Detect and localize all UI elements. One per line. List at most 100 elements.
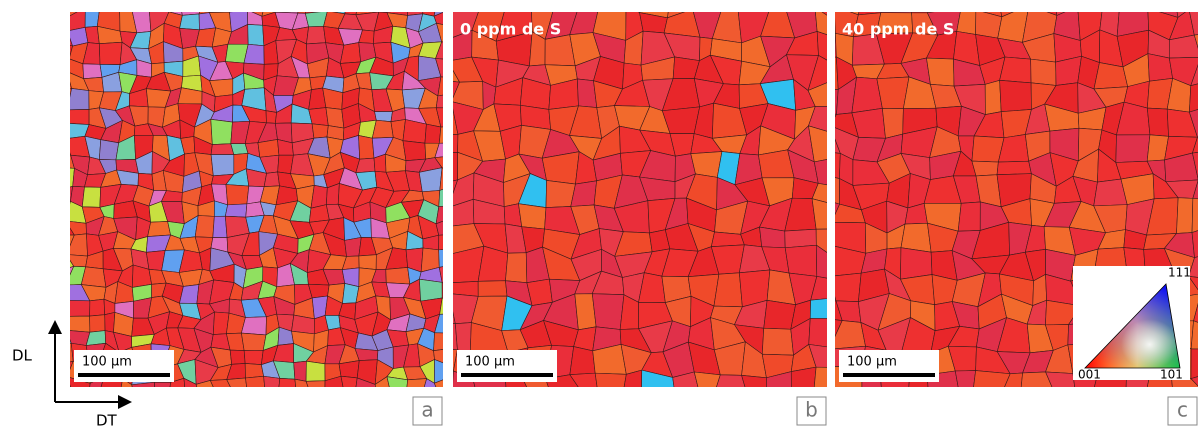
grain (230, 350, 245, 364)
grain (546, 180, 576, 207)
grain (735, 0, 771, 8)
grain (1116, 135, 1150, 163)
grain (419, 168, 442, 192)
grain (260, 395, 280, 415)
grain (309, 108, 329, 126)
panel-label: a (421, 398, 433, 422)
grain (52, 299, 69, 318)
grain (761, 392, 795, 418)
grain (712, 5, 741, 42)
grain (248, 24, 264, 45)
grain (615, 396, 649, 418)
grain (419, 279, 442, 301)
grain (599, 396, 622, 418)
grain (325, 391, 344, 410)
grain (901, 391, 929, 416)
grain (179, 0, 201, 15)
grain (641, 396, 675, 415)
grain (81, 267, 106, 287)
grain (530, 395, 551, 427)
grain (406, 0, 424, 15)
grain (264, 172, 279, 187)
grain (185, 391, 197, 414)
grain (1177, 198, 1193, 234)
grain (149, 393, 169, 416)
legend-corner: 111 (1168, 266, 1191, 280)
grain (49, 105, 69, 124)
grain (520, 0, 552, 11)
grain (1075, 0, 1103, 6)
grain (66, 234, 87, 256)
grain (373, 0, 393, 13)
grain (1124, 401, 1148, 417)
grain (306, 26, 325, 44)
grain (213, 216, 227, 237)
grain (882, 108, 903, 138)
grain (392, 396, 411, 416)
grain (226, 184, 249, 204)
grain (474, 0, 505, 6)
dt-arrow-head (118, 395, 132, 409)
grain (1192, 198, 1198, 232)
grain (972, 393, 1001, 424)
grain (518, 204, 545, 229)
grain (447, 281, 479, 296)
grain (359, 135, 374, 159)
grain (771, 0, 794, 11)
grain (762, 328, 793, 355)
grain (342, 391, 360, 413)
grain (985, 80, 1001, 114)
grain (83, 64, 102, 79)
grain (447, 246, 484, 283)
grain (354, 397, 376, 413)
grain (278, 378, 297, 399)
grain (570, 373, 599, 402)
grain (230, 0, 248, 12)
panel-title: 0 ppm de S (460, 20, 561, 39)
grain (734, 391, 766, 420)
legend-corner: 101 (1160, 368, 1183, 382)
grain (197, 391, 217, 414)
grain (50, 361, 74, 379)
legend-corner: 001 (1078, 368, 1101, 382)
grain (65, 221, 86, 235)
axis-label: DL (12, 347, 33, 365)
grain (439, 126, 453, 143)
grain (49, 88, 71, 109)
grain (67, 316, 90, 332)
grain (711, 232, 744, 247)
grain (55, 56, 69, 80)
grain (50, 40, 72, 58)
grain (57, 137, 71, 155)
grain (1031, 59, 1056, 85)
grain (372, 120, 393, 138)
grain (241, 317, 266, 335)
grain (162, 395, 186, 414)
grain (58, 123, 69, 138)
grain (572, 389, 603, 415)
grain (881, 0, 912, 13)
grain (1147, 108, 1168, 136)
scale-bar-label: 100 µm (82, 355, 132, 370)
dl-arrow-head (48, 320, 62, 334)
grain (275, 0, 298, 13)
grain (576, 0, 603, 5)
grain (211, 155, 234, 176)
grain (312, 124, 328, 138)
orientation-map: 0 ppm de S100 µmb (424, 0, 868, 427)
grain (595, 373, 626, 402)
grain (959, 392, 977, 424)
grain (876, 391, 909, 425)
grain (693, 0, 723, 9)
grain (434, 333, 455, 351)
grain (403, 141, 426, 161)
grain (359, 255, 376, 270)
grain (452, 392, 479, 419)
grain (85, 0, 99, 8)
grain (829, 273, 861, 302)
axis-label: DT (96, 412, 118, 427)
grain (687, 394, 717, 426)
grain (1020, 396, 1058, 422)
grain (339, 361, 359, 378)
grain (209, 0, 232, 13)
